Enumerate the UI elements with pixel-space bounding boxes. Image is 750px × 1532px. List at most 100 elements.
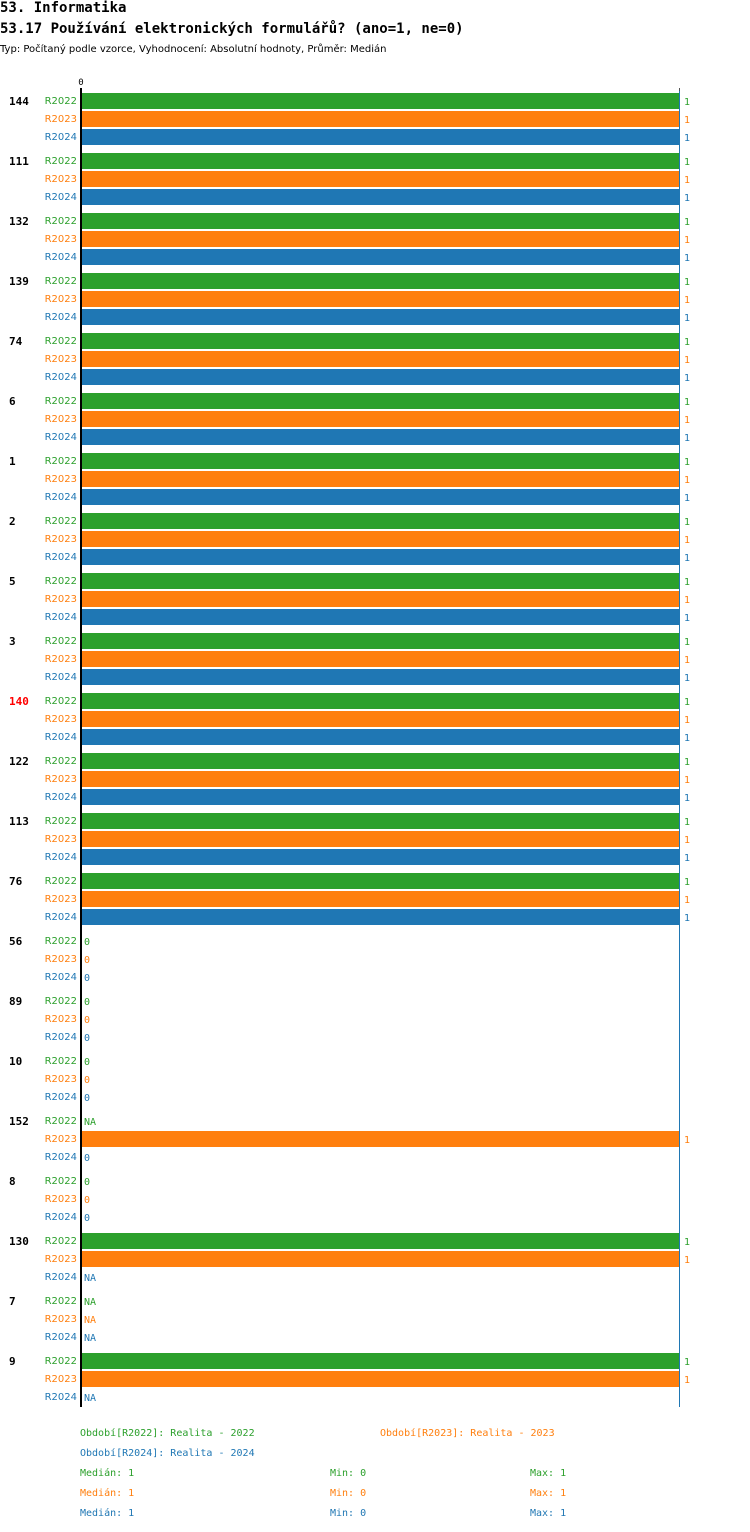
- series-label: R2024: [45, 1272, 77, 1283]
- series-label: R2024: [45, 372, 77, 383]
- series-label: R2023: [45, 174, 77, 185]
- legend-median-R2024: Medián: 1: [80, 1508, 135, 1519]
- data-bar: [81, 1233, 680, 1249]
- series-label: R2022: [45, 396, 77, 407]
- series-label: R2024: [45, 732, 77, 743]
- data-label: 1: [684, 457, 690, 468]
- data-label: 1: [684, 817, 690, 828]
- series-label: R2023: [45, 474, 77, 485]
- data-bar: [81, 591, 680, 607]
- category-label: 6: [9, 395, 16, 408]
- category-label: 8: [9, 1175, 16, 1188]
- legend-min-R2023: Min: 0: [330, 1488, 367, 1499]
- data-label: NA: [84, 1333, 96, 1344]
- data-bar: [81, 309, 680, 325]
- category-label: 139: [9, 275, 29, 288]
- series-label: R2023: [45, 654, 77, 665]
- series-label: R2024: [45, 1092, 77, 1103]
- series-label: R2022: [45, 276, 77, 287]
- category-label: 74: [9, 335, 23, 348]
- data-label: 1: [684, 295, 690, 306]
- category-label: 89: [9, 995, 22, 1008]
- series-label: R2024: [45, 612, 77, 623]
- series-label: R2023: [45, 1314, 77, 1325]
- data-label: 1: [684, 637, 690, 648]
- category-label: 152: [9, 1115, 29, 1128]
- data-label: 1: [684, 577, 690, 588]
- series-label: R2024: [45, 492, 77, 503]
- data-bar: [81, 489, 680, 505]
- data-bar: [81, 273, 680, 289]
- data-bar: [81, 429, 680, 445]
- series-label: R2022: [45, 1176, 77, 1187]
- data-bar: [81, 1371, 680, 1387]
- data-bar: [81, 231, 680, 247]
- data-bar: [81, 831, 680, 847]
- legend-min-R2024: Min: 0: [330, 1508, 367, 1519]
- data-bar: [81, 873, 680, 889]
- series-label: R2022: [45, 996, 77, 1007]
- data-bar: [81, 153, 680, 169]
- series-label: R2023: [45, 234, 77, 245]
- data-label: 1: [684, 397, 690, 408]
- data-label: 1: [684, 175, 690, 186]
- data-label: 1: [684, 475, 690, 486]
- series-label: R2023: [45, 414, 77, 425]
- category-label: 132: [9, 215, 29, 228]
- data-bar: [81, 249, 680, 265]
- category-label: 10: [9, 1055, 22, 1068]
- data-label: 0: [84, 1015, 90, 1026]
- data-label: NA: [84, 1393, 96, 1404]
- legend-median-R2023: Medián: 1: [80, 1488, 135, 1499]
- data-label: NA: [84, 1117, 96, 1128]
- data-label: 1: [684, 655, 690, 666]
- data-label: 1: [684, 415, 690, 426]
- legend-median-R2022: Medián: 1: [80, 1468, 135, 1479]
- series-label: R2023: [45, 354, 77, 365]
- legend-max-R2024: Max: 1: [530, 1508, 567, 1519]
- series-label: R2024: [45, 312, 77, 323]
- series-label: R2023: [45, 1134, 77, 1145]
- data-label: 0: [84, 1075, 90, 1086]
- data-label: 1: [684, 157, 690, 168]
- series-label: R2024: [45, 672, 77, 683]
- data-bar: [81, 471, 680, 487]
- series-label: R2024: [45, 912, 77, 923]
- data-bar: [81, 393, 680, 409]
- data-bar: [81, 729, 680, 745]
- category-label: 1: [9, 455, 16, 468]
- data-label: 1: [684, 733, 690, 744]
- data-bar: [81, 93, 680, 109]
- data-label: NA: [84, 1273, 96, 1284]
- section-title: 53. Informatika: [0, 0, 127, 16]
- data-label: 1: [684, 337, 690, 348]
- data-label: 1: [684, 133, 690, 144]
- data-bar: [81, 789, 680, 805]
- series-label: R2024: [45, 852, 77, 863]
- data-bar: [81, 693, 680, 709]
- data-bar: [81, 171, 680, 187]
- data-bar: [81, 189, 680, 205]
- category-label: 76: [9, 875, 23, 888]
- series-label: R2024: [45, 792, 77, 803]
- data-label: 1: [684, 493, 690, 504]
- data-label: 1: [684, 1357, 690, 1368]
- data-bar: [81, 813, 680, 829]
- data-label: 1: [684, 775, 690, 786]
- data-label: 1: [684, 277, 690, 288]
- category-label: 144: [9, 95, 29, 108]
- data-label: 1: [684, 853, 690, 864]
- category-label: 111: [9, 155, 29, 168]
- series-label: R2024: [45, 1212, 77, 1223]
- series-label: R2023: [45, 1074, 77, 1085]
- data-label: 0: [84, 1177, 90, 1188]
- data-label: 1: [684, 1135, 690, 1146]
- series-label: R2022: [45, 696, 77, 707]
- data-label: 1: [684, 1255, 690, 1266]
- data-label: 1: [684, 757, 690, 768]
- series-label: R2024: [45, 552, 77, 563]
- data-label: 0: [84, 1057, 90, 1068]
- chart-meta: Typ: Počítaný podle vzorce, Vyhodnocení:…: [0, 44, 387, 55]
- category-label: 122: [9, 755, 29, 768]
- legend-period-R2023: Období[R2023]: Realita - 2023: [380, 1428, 555, 1439]
